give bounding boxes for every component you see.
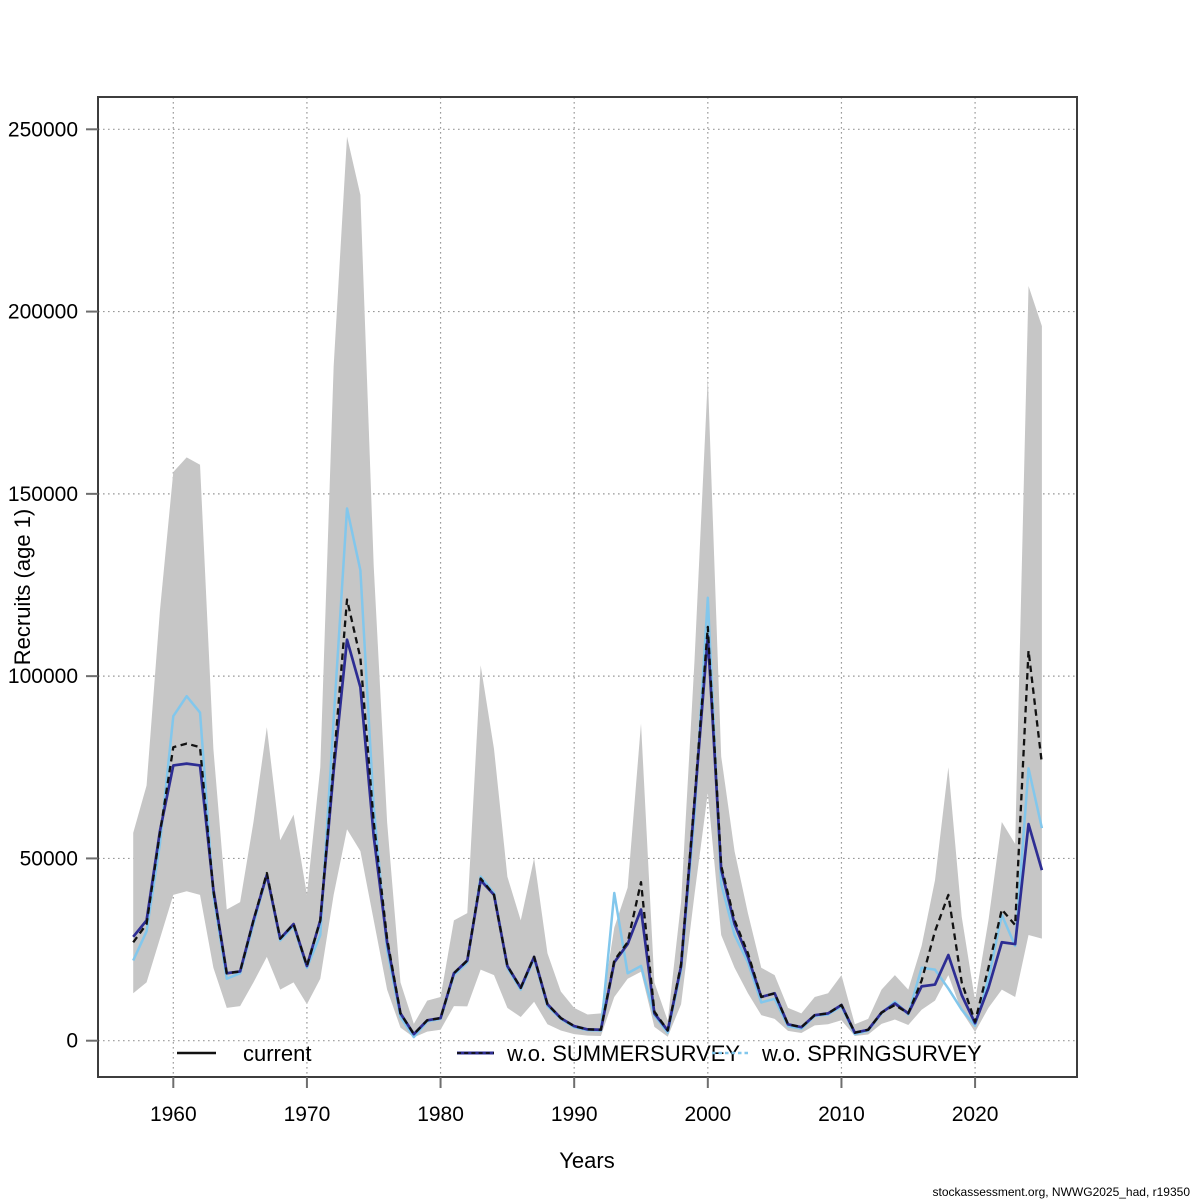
x-tick-label: 2000 xyxy=(684,1103,731,1126)
x-tick-label: 1980 xyxy=(417,1103,464,1126)
y-tick-label: 0 xyxy=(66,1030,78,1053)
x-tick-label: 1990 xyxy=(551,1103,598,1126)
confidence-band-area xyxy=(133,136,1042,1038)
legend-current-label: current xyxy=(243,1041,311,1066)
axis-ticks-and-labels: 0 50000 100000 150000 200000 250000 1960 1970 19… xyxy=(8,118,999,1126)
footer-credit: stockassessment.org, NWWG2025_had, r1935… xyxy=(933,1185,1191,1199)
x-tick-label: 2020 xyxy=(952,1103,999,1126)
y-tick-label: 50000 xyxy=(20,847,78,870)
legend: current w.o. SUMMERSURVEY w.o. SPRINGSUR… xyxy=(177,1041,982,1066)
x-tick-label: 1970 xyxy=(284,1103,331,1126)
x-tick-label: 2010 xyxy=(818,1103,865,1126)
y-tick-label: 200000 xyxy=(8,301,78,324)
x-axis-title: Years xyxy=(559,1148,614,1173)
y-tick-label: 250000 xyxy=(8,118,78,141)
x-tick-label: 1960 xyxy=(150,1103,197,1126)
legend-springsurvey-label: w.o. SPRINGSURVEY xyxy=(761,1041,982,1066)
legend-summersurvey-label: w.o. SUMMERSURVEY xyxy=(506,1041,740,1066)
data-series xyxy=(132,507,1044,1039)
y-tick-label: 150000 xyxy=(8,483,78,506)
confidence-band xyxy=(133,136,1042,1038)
current-line xyxy=(132,598,1044,1036)
y-tick-label: 100000 xyxy=(8,665,78,688)
plot-frame xyxy=(97,96,1078,1078)
y-axis-title: Recruits (age 1) xyxy=(10,509,35,666)
